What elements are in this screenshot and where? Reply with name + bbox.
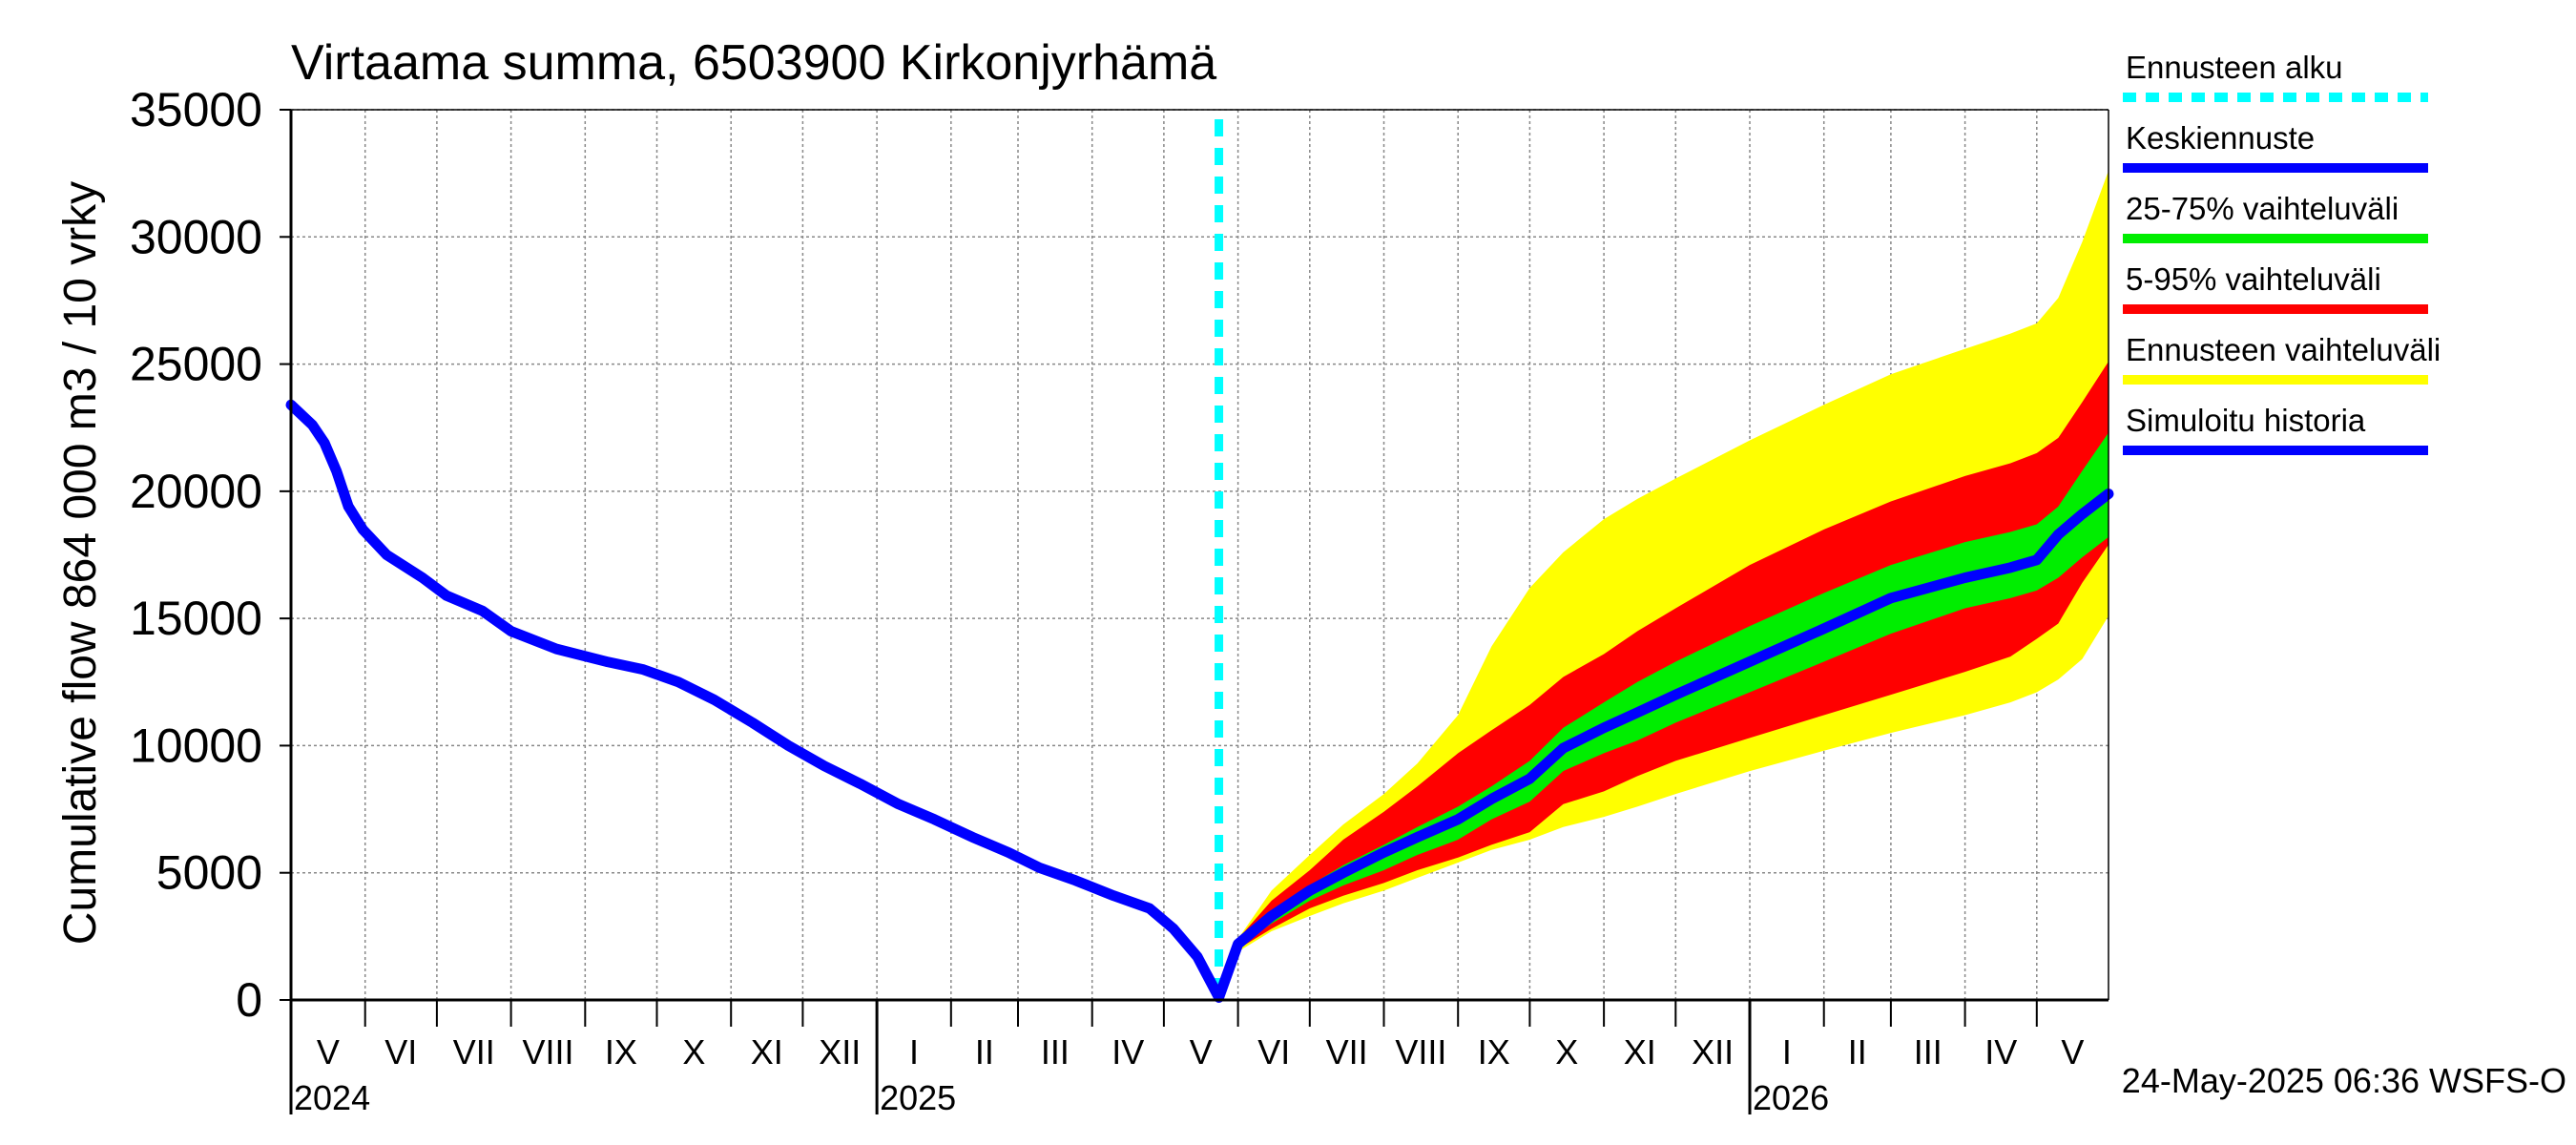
- x-month-label: I: [909, 1032, 919, 1072]
- history-line: [285, 399, 1225, 1003]
- y-tick-label: 30000: [130, 210, 262, 263]
- y-tick-label: 15000: [130, 592, 262, 645]
- x-month-label: I: [1782, 1032, 1792, 1072]
- median-forecast-line: [1214, 489, 2114, 1003]
- x-month-label: IV: [1984, 1032, 2017, 1072]
- chart-title: Virtaama summa, 6503900 Kirkonjyrhämä: [291, 35, 1216, 91]
- y-tick-label: 10000: [130, 718, 262, 772]
- y-tick-label: 25000: [130, 338, 262, 391]
- x-month-label: V: [1190, 1032, 1213, 1072]
- x-month-label: IX: [1478, 1032, 1510, 1072]
- x-year-label: 2024: [294, 1078, 370, 1117]
- forecast-bands: [1218, 170, 2109, 998]
- x-month-label: V: [2061, 1032, 2084, 1072]
- x-month-label: XII: [819, 1032, 861, 1072]
- footer-timestamp: 24-May-2025 06:36 WSFS-O: [2122, 1061, 2566, 1100]
- y-tick-label: 0: [236, 973, 262, 1027]
- x-month-label: IX: [605, 1032, 637, 1072]
- x-month-label: II: [1848, 1032, 1867, 1072]
- legend-label: Ennusteen vaihteluväli: [2126, 332, 2441, 367]
- x-month-label: XII: [1692, 1032, 1734, 1072]
- x-month-label: IV: [1111, 1032, 1144, 1072]
- x-month-label: X: [1555, 1032, 1578, 1072]
- legend-label: Simuloitu historia: [2126, 403, 2366, 438]
- y-axis-label: Cumulative flow 864 000 m3 / 10 vrky: [55, 181, 106, 945]
- x-month-label: VII: [1326, 1032, 1368, 1072]
- legend-label: Ennusteen alku: [2126, 50, 2343, 85]
- legend-label: Keskiennuste: [2126, 120, 2315, 156]
- band-25-75: [1218, 432, 2109, 998]
- x-year-label: 2025: [880, 1078, 956, 1117]
- x-month-label: VIII: [1395, 1032, 1446, 1072]
- x-month-label: VIII: [522, 1032, 573, 1072]
- legend-label: 5-95% vaihteluväli: [2126, 261, 2381, 297]
- x-month-label: II: [975, 1032, 994, 1072]
- x-month-label: VI: [384, 1032, 417, 1072]
- x-month-label: III: [1041, 1032, 1070, 1072]
- legend-label: 25-75% vaihteluväli: [2126, 191, 2399, 226]
- x-month-label: VII: [453, 1032, 495, 1072]
- series-lines: [285, 119, 2114, 1003]
- x-month-label: III: [1914, 1032, 1942, 1072]
- y-tick-label: 5000: [156, 846, 262, 900]
- x-month-label: X: [682, 1032, 705, 1072]
- x-month-label: V: [317, 1032, 340, 1072]
- x-year-label: 2026: [1753, 1078, 1829, 1117]
- x-month-label: XI: [751, 1032, 783, 1072]
- x-month-label: XI: [1624, 1032, 1656, 1072]
- y-tick-label: 35000: [130, 83, 262, 136]
- x-month-label: VI: [1257, 1032, 1290, 1072]
- legend: Ennusteen alku Keskiennuste 25-75% vaihtel…: [2123, 50, 2441, 455]
- y-tick-label: 20000: [130, 465, 262, 518]
